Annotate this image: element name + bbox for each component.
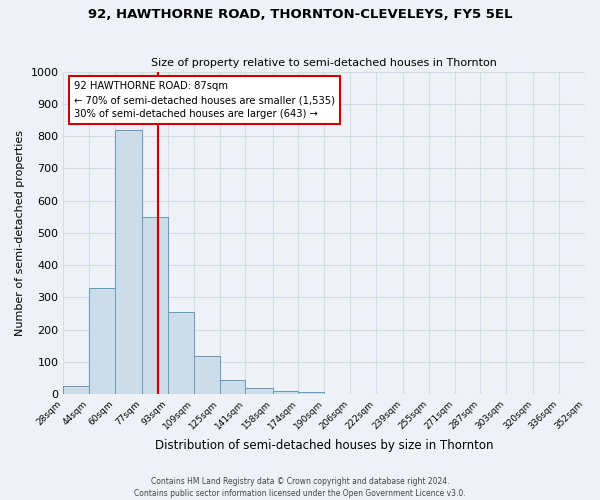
Bar [168,312,194,394]
Title: Size of property relative to semi-detached houses in Thornton: Size of property relative to semi-detach… [151,58,497,68]
Text: 92, HAWTHORNE ROAD, THORNTON-CLEVELEYS, FY5 5EL: 92, HAWTHORNE ROAD, THORNTON-CLEVELEYS, … [88,8,512,20]
Y-axis label: Number of semi-detached properties: Number of semi-detached properties [15,130,25,336]
Bar [245,388,272,394]
Bar [220,380,245,394]
Bar [115,130,142,394]
Bar [142,217,168,394]
Bar [194,356,220,394]
X-axis label: Distribution of semi-detached houses by size in Thornton: Distribution of semi-detached houses by … [155,440,493,452]
Bar [272,391,298,394]
Bar [64,386,89,394]
Text: Contains HM Land Registry data © Crown copyright and database right 2024.
Contai: Contains HM Land Registry data © Crown c… [134,476,466,498]
Bar [298,392,324,394]
Bar [89,288,115,394]
Text: 92 HAWTHORNE ROAD: 87sqm
← 70% of semi-detached houses are smaller (1,535)
30% o: 92 HAWTHORNE ROAD: 87sqm ← 70% of semi-d… [74,81,335,119]
